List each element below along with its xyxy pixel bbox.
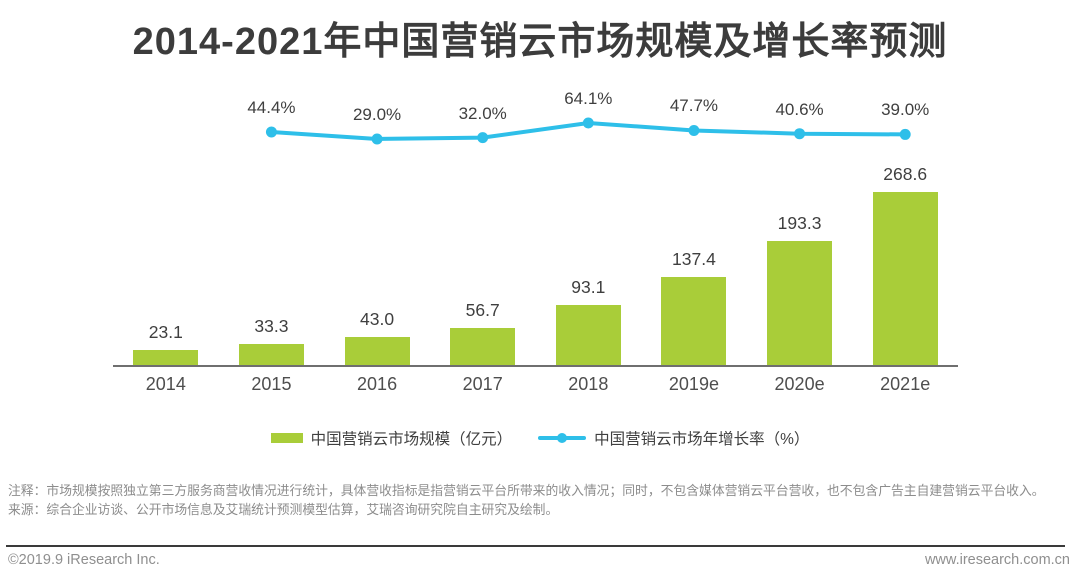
note-source: 来源：综合企业访谈、公开市场信息及艾瑞统计预测模型估算，艾瑞咨询研究院自主研究及… <box>8 502 559 518</box>
chart-notes: 注释：市场规模按照独立第三方服务商营收情况进行统计，具体营收指标是指营销云平台所… <box>8 481 1072 519</box>
chart-title: 2014-2021年中国营销云市场规模及增长率预测 <box>132 21 948 63</box>
bar-value-label: 137.4 <box>672 249 716 269</box>
line-point-marker <box>899 128 911 140</box>
x-axis-label: 2018 <box>568 374 609 394</box>
growth-rate-label: 40.6% <box>775 99 824 119</box>
x-axis-label: 2019e <box>668 374 719 394</box>
bar-2019e <box>661 277 727 365</box>
copyright-text: ©2019.9 iResearch Inc. <box>8 552 160 568</box>
x-axis-line <box>113 365 958 367</box>
growth-rate-label: 29.0% <box>352 104 402 124</box>
bar-value-label: 33.3 <box>254 316 289 336</box>
x-axis-label: 2015 <box>251 374 292 394</box>
bar-2020e <box>767 241 833 365</box>
x-axis-label: 2020e <box>774 374 825 394</box>
line-point-marker <box>582 117 594 129</box>
chart-legend: 中国营销云市场规模（亿元） 中国营销云市场年增长率（%） <box>0 427 1080 449</box>
bar-2021e <box>872 192 938 365</box>
line-point-marker <box>794 128 806 140</box>
bar-value-label: 93.1 <box>571 277 606 297</box>
x-axis-label: 2021e <box>880 374 931 394</box>
bar-2014 <box>133 350 199 365</box>
bar-2018 <box>555 305 621 365</box>
legend-item-growth-rate: 中国营销云市场年增长率（%） <box>538 427 809 449</box>
growth-rate-label: 44.4% <box>247 97 296 117</box>
footer-divider <box>6 545 1065 547</box>
growth-rate-label: 64.1% <box>564 88 613 108</box>
note-annotation: 注释：市场规模按照独立第三方服务商营收情况进行统计，具体营收指标是指营销云平台所… <box>8 483 1045 498</box>
x-axis-label: 2014 <box>145 374 186 394</box>
bar-2017 <box>450 328 516 365</box>
bar-value-label: 56.7 <box>465 300 500 320</box>
x-axis-label: 2017 <box>462 374 503 394</box>
website-url: www.iresearch.com.cn <box>924 552 1070 568</box>
bar-value-label: 268.6 <box>883 164 928 184</box>
line-point-marker <box>371 133 383 145</box>
bar-value-label: 193.3 <box>777 213 822 233</box>
bar-value-label: 43.0 <box>360 309 395 329</box>
legend-label: 中国营销云市场年增长率（%） <box>594 431 810 448</box>
growth-rate-label: 39.0% <box>881 100 930 120</box>
line-point-marker <box>477 132 489 144</box>
x-axis-label: 2016 <box>357 374 398 394</box>
footer-bar: ©2019.9 iResearch Inc. www.iresearch.com… <box>8 552 1070 568</box>
growth-rate-line <box>265 117 911 145</box>
line-swatch-dot <box>557 433 568 443</box>
line-point-marker <box>688 124 700 136</box>
line-point-marker <box>265 126 277 138</box>
growth-rate-label: 32.0% <box>458 103 507 123</box>
bar-2015 <box>238 344 304 365</box>
chart-plot-area: 23.1 2014 33.3 2015 43.0 2016 56.7 2017 93.1 2018… <box>113 88 958 400</box>
bar-2016 <box>344 337 410 365</box>
legend-label: 中国营销云市场规模（亿元） <box>310 431 513 448</box>
growth-rate-label: 47.7% <box>669 96 719 116</box>
bar-series-swatch-icon <box>270 433 303 443</box>
bar-value-label: 23.1 <box>148 322 183 342</box>
line-series-swatch-icon <box>538 432 587 444</box>
legend-item-market-size: 中国营销云市场规模（亿元） <box>270 427 513 449</box>
